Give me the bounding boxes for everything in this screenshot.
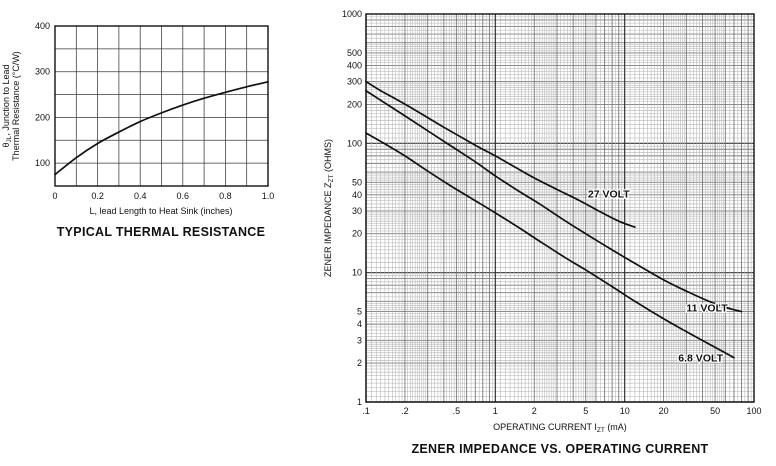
zener-y-tick-label: 3 — [357, 335, 362, 345]
thermal-y-tick-label: 300 — [35, 67, 50, 77]
thermal-resistance-figure: 0 0.2 0.4 0.6 0.8 1.0 100 200 300 400 θJL, Juncti… — [0, 4, 312, 252]
curve-label-11-volt: 11 VOLT — [686, 303, 728, 315]
zener-plot-border — [365, 13, 755, 403]
thermal-chart-title: TYPICAL THERMAL RESISTANCE — [57, 225, 266, 239]
zener-impedance-chart: 27 VOLT 11 VOLT 6.8 VOLT .1 .2 .5 1 2 5 10 20 50 10… — [323, 9, 762, 456]
zener-x-tick-label: 2 — [532, 406, 537, 416]
curve-label-6.8-volt: 6.8 VOLT — [678, 353, 723, 365]
zener-x-tick-label: .2 — [401, 406, 409, 416]
curve-11-volt — [365, 89, 743, 313]
zener-y-tick-label: 100 — [347, 138, 362, 148]
thermal-x-axis-label: L, lead Length to Heat Sink (inches) — [89, 206, 232, 216]
zener-y-tick-label: 200 — [347, 99, 362, 109]
zener-y-tick-label: 1 — [357, 397, 362, 407]
thermal-tick-labels: 0 0.2 0.4 0.6 0.8 1.0 100 200 300 400 — [35, 21, 274, 201]
thermal-x-tick-label: 1.0 — [262, 191, 275, 201]
thermal-y-tick-label: 400 — [35, 21, 50, 31]
thermal-plot-border — [54, 25, 269, 187]
zener-y-tick-label: 10 — [352, 268, 362, 278]
zener-grid — [365, 13, 755, 403]
zener-x-axis-label: OPERATING CURRENT IZT (mA) — [493, 422, 627, 434]
zener-y-tick-label: 1000 — [342, 9, 362, 19]
zener-x-tick-label: .1 — [362, 406, 370, 416]
zener-x-tick-label: 10 — [620, 406, 630, 416]
zener-x-tick-label: .5 — [453, 406, 461, 416]
zener-y-tick-label: 30 — [352, 206, 362, 216]
zener-y-tick-label: 20 — [352, 229, 362, 239]
thermal-y-axis-label-line1: θJL, Junction to Lead — [1, 65, 13, 148]
thermal-resistance-chart: 0 0.2 0.4 0.6 0.8 1.0 100 200 300 400 θJL, Juncti… — [1, 21, 274, 239]
thermal-x-tick-label: 0.6 — [177, 191, 190, 201]
zener-y-tick-label: 5 — [357, 307, 362, 317]
thermal-x-tick-label: 0.2 — [91, 191, 104, 201]
thermal-grid — [54, 25, 269, 187]
curve-6.8-volt — [365, 132, 735, 359]
zener-chart-title: ZENER IMPEDANCE VS. OPERATING CURRENT — [411, 442, 708, 456]
curve-thermal-resistance — [54, 80, 269, 176]
thermal-y-tick-label: 200 — [35, 112, 50, 122]
zener-x-tick-label: 20 — [659, 406, 669, 416]
zener-y-tick-label: 40 — [352, 190, 362, 200]
zener-y-axis-label: ZENER IMPEDANCE ZZT (OHMS) — [323, 139, 335, 277]
thermal-x-tick-label: 0 — [52, 191, 57, 201]
zener-impedance-figure: 27 VOLT 11 VOLT 6.8 VOLT .1 .2 .5 1 2 5 10 20 50 10… — [318, 0, 776, 466]
thermal-x-tick-label: 0.4 — [134, 191, 147, 201]
zener-x-tick-label: 1 — [493, 406, 498, 416]
zener-tick-labels: .1 .2 .5 1 2 5 10 20 50 100 1000 500 400 300 200 100 50 4… — [342, 9, 762, 416]
thermal-x-tick-label: 0.8 — [219, 191, 232, 201]
zener-y-tick-label: 500 — [347, 48, 362, 58]
zener-y-tick-label: 2 — [357, 358, 362, 368]
zener-y-tick-label: 400 — [347, 61, 362, 71]
zener-y-tick-label: 4 — [357, 319, 362, 329]
curve-27-volt — [365, 80, 636, 228]
thermal-y-tick-label: 100 — [35, 158, 50, 168]
zener-x-tick-label: 50 — [710, 406, 720, 416]
zener-curves: 27 VOLT 11 VOLT 6.8 VOLT — [365, 80, 743, 366]
zener-y-tick-label: 300 — [347, 77, 362, 87]
zener-x-tick-label: 5 — [583, 406, 588, 416]
thermal-curves — [54, 80, 269, 176]
curve-label-27-volt: 27 VOLT — [588, 189, 630, 201]
thermal-y-axis-label-line2: Thermal Resistance (°C/W) — [11, 51, 21, 161]
zener-x-tick-label: 100 — [746, 406, 761, 416]
zener-y-tick-label: 50 — [352, 177, 362, 187]
